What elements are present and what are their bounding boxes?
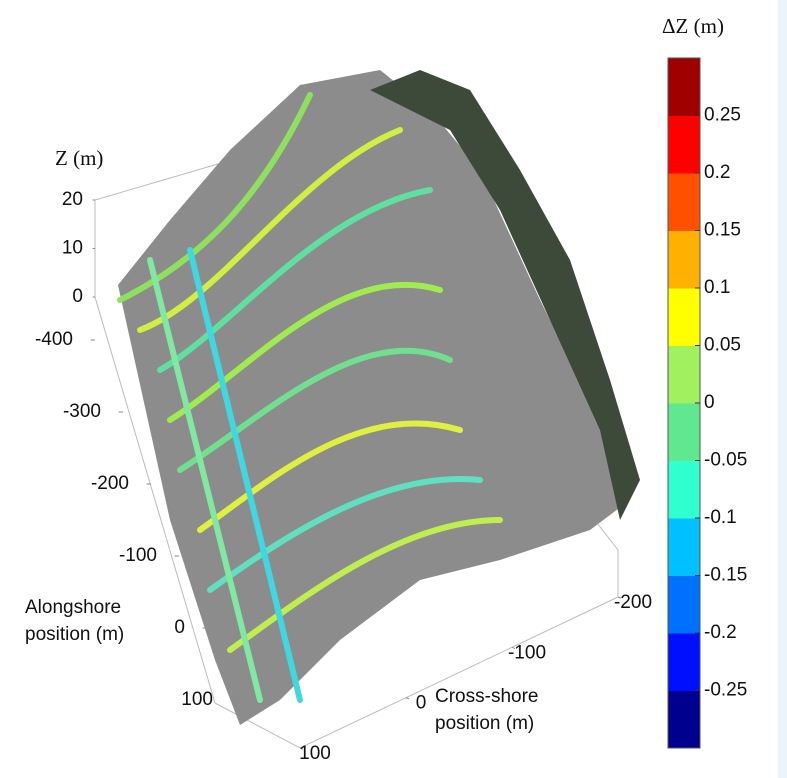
colorbar-segment bbox=[668, 231, 700, 289]
colorbar-segment bbox=[668, 58, 700, 116]
y-axis-label: Alongshore position (m) bbox=[25, 597, 124, 645]
colorbar-tick-label: 0.25 bbox=[704, 105, 741, 126]
tick-label: -400 bbox=[35, 329, 73, 350]
tick-label: -200 bbox=[91, 473, 129, 494]
colorbar-segment bbox=[668, 403, 700, 461]
terrain bbox=[118, 70, 630, 725]
colorbar-tick-label: -0.25 bbox=[704, 680, 747, 701]
tick-label: 100 bbox=[181, 689, 213, 710]
tick-label: 10 bbox=[62, 238, 83, 259]
colorbar-tick-label: -0.15 bbox=[704, 565, 747, 586]
colorbar-tick-label: 0.05 bbox=[704, 335, 741, 356]
colorbar-tick-label: 0.15 bbox=[704, 220, 741, 241]
z-axis-label: Z (m) bbox=[55, 146, 103, 170]
label-line: position (m) bbox=[435, 713, 534, 734]
tick-label: 0 bbox=[174, 617, 185, 638]
colorbar-segment bbox=[668, 691, 700, 749]
colorbar-tick-label: 0 bbox=[704, 392, 715, 413]
colorbar-segment bbox=[668, 346, 700, 404]
tick-mark bbox=[406, 698, 409, 699]
figure: Z (m) Alongshore position (m) Cross-shore… bbox=[0, 0, 787, 778]
tick-label: 0 bbox=[416, 693, 427, 714]
colorbar-segment bbox=[668, 518, 700, 576]
colorbar-tick-label: -0.1 bbox=[704, 507, 737, 528]
colorbar-segment bbox=[668, 116, 700, 174]
label-line: position (m) bbox=[25, 624, 124, 645]
label-line: Alongshore bbox=[25, 597, 121, 618]
tick-label: -100 bbox=[119, 545, 157, 566]
colorbar-segment bbox=[668, 173, 700, 231]
colorbar-tick-label: 0.1 bbox=[704, 277, 730, 298]
label-line: Cross-shore bbox=[435, 686, 538, 707]
tick-label: 100 bbox=[299, 743, 331, 764]
colorbar-segment bbox=[668, 633, 700, 691]
tick-label: -100 bbox=[508, 642, 546, 663]
tick-label: 20 bbox=[62, 189, 83, 210]
colorbar-tick-label: -0.2 bbox=[704, 622, 737, 643]
tick-label: -200 bbox=[614, 592, 652, 613]
colorbar-title: ΔZ (m) bbox=[662, 14, 724, 38]
colorbar-tick-label: -0.05 bbox=[704, 450, 747, 471]
colorbar-segment bbox=[668, 461, 700, 519]
page-edge bbox=[778, 0, 787, 778]
colorbar-segment bbox=[668, 288, 700, 346]
colorbar-tick-label: 0.2 bbox=[704, 162, 730, 183]
tick-label: -300 bbox=[63, 401, 101, 422]
x-axis-label: Cross-shore position (m) bbox=[435, 686, 538, 734]
tick-label: 0 bbox=[72, 286, 83, 307]
colorbar-segment bbox=[668, 576, 700, 634]
